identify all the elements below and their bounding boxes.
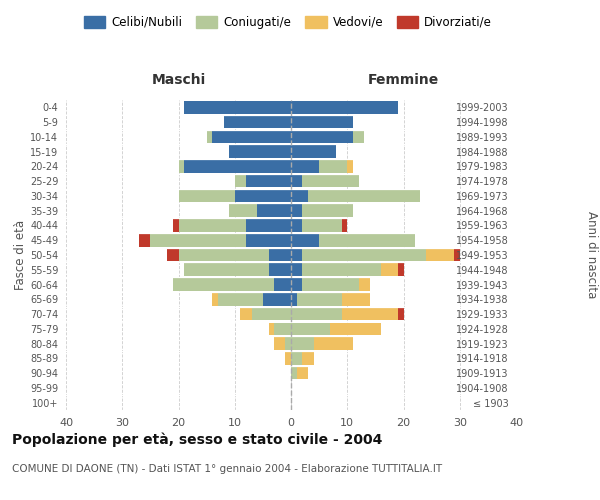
Bar [302,278,359,291]
Bar [291,190,308,202]
Bar [179,190,235,202]
Bar [263,293,291,306]
Bar [246,234,291,246]
Text: Femmine: Femmine [368,74,439,88]
Bar [291,160,319,172]
Bar [398,308,404,320]
Bar [229,146,291,158]
Bar [179,219,246,232]
Bar [341,219,347,232]
Bar [184,264,269,276]
Bar [173,219,179,232]
Text: Anni di nascita: Anni di nascita [584,212,598,298]
Bar [184,101,291,114]
Bar [269,264,291,276]
Bar [302,219,341,232]
Bar [246,175,291,188]
Bar [274,322,291,335]
Bar [206,130,212,143]
Bar [218,293,263,306]
Bar [291,101,398,114]
Bar [331,322,381,335]
Text: Maschi: Maschi [151,74,206,88]
Bar [296,293,341,306]
Bar [212,130,291,143]
Legend: Celibi/Nubili, Coniugati/e, Vedovi/e, Divorziati/e: Celibi/Nubili, Coniugati/e, Vedovi/e, Di… [79,11,497,34]
Bar [274,278,291,291]
Bar [314,338,353,350]
Bar [212,293,218,306]
Bar [223,116,291,128]
Bar [353,130,364,143]
Bar [269,248,291,262]
Bar [302,264,381,276]
Bar [426,248,454,262]
Bar [341,293,370,306]
Bar [291,234,319,246]
Bar [246,219,291,232]
Bar [269,322,274,335]
Bar [235,175,246,188]
Bar [173,278,274,291]
Bar [291,338,314,350]
Bar [274,338,286,350]
Bar [291,308,341,320]
Bar [291,116,353,128]
Bar [296,367,308,380]
Bar [291,204,302,217]
Bar [291,248,302,262]
Bar [257,204,291,217]
Bar [229,204,257,217]
Bar [291,293,296,306]
Bar [151,234,246,246]
Bar [291,264,302,276]
Text: Popolazione per età, sesso e stato civile - 2004: Popolazione per età, sesso e stato civil… [12,432,382,447]
Bar [291,146,336,158]
Bar [302,204,353,217]
Bar [291,278,302,291]
Bar [139,234,151,246]
Bar [454,248,460,262]
Y-axis label: Fasce di età: Fasce di età [14,220,27,290]
Bar [286,352,291,364]
Bar [302,352,314,364]
Bar [359,278,370,291]
Bar [235,190,291,202]
Text: COMUNE DI DAONE (TN) - Dati ISTAT 1° gennaio 2004 - Elaborazione TUTTITALIA.IT: COMUNE DI DAONE (TN) - Dati ISTAT 1° gen… [12,464,442,474]
Bar [179,160,184,172]
Bar [291,219,302,232]
Bar [302,248,426,262]
Bar [381,264,398,276]
Bar [251,308,291,320]
Bar [167,248,179,262]
Bar [291,175,302,188]
Bar [347,160,353,172]
Bar [286,338,291,350]
Bar [319,160,347,172]
Bar [308,190,421,202]
Bar [184,160,291,172]
Bar [291,352,302,364]
Bar [179,248,269,262]
Bar [291,130,353,143]
Bar [291,367,296,380]
Bar [319,234,415,246]
Bar [341,308,398,320]
Bar [241,308,251,320]
Bar [302,175,359,188]
Bar [398,264,404,276]
Bar [291,322,331,335]
